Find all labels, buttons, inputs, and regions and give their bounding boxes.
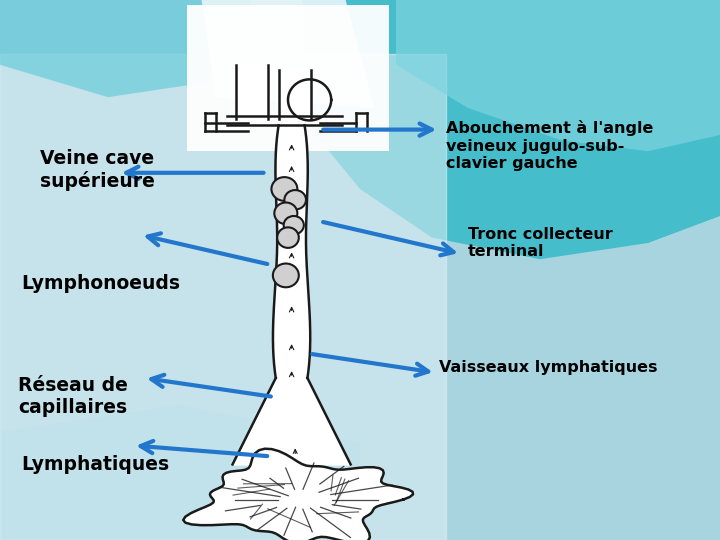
Text: Lymphatiques: Lymphatiques [22, 455, 170, 474]
Ellipse shape [284, 216, 304, 234]
Ellipse shape [271, 177, 297, 201]
Ellipse shape [277, 227, 299, 248]
Text: Lymphonoeuds: Lymphonoeuds [22, 274, 181, 293]
Text: Vaisseaux lymphatiques: Vaisseaux lymphatiques [439, 360, 657, 375]
Polygon shape [356, 113, 367, 131]
Ellipse shape [284, 190, 306, 210]
FancyBboxPatch shape [187, 5, 389, 151]
Text: Réseau de
capillaires: Réseau de capillaires [18, 376, 128, 417]
Polygon shape [202, 0, 374, 108]
Polygon shape [302, 0, 720, 259]
Polygon shape [183, 449, 413, 540]
Polygon shape [236, 65, 268, 119]
Polygon shape [396, 0, 720, 151]
Polygon shape [0, 54, 446, 540]
Text: Tronc collecteur
terminal: Tronc collecteur terminal [468, 227, 613, 259]
Polygon shape [227, 116, 342, 125]
Polygon shape [205, 113, 216, 131]
Polygon shape [320, 123, 356, 131]
Text: Veine cave
supérieure: Veine cave supérieure [40, 149, 155, 191]
Text: Abouchement à l'angle
veineux jugulo-sub-
clavier gauche: Abouchement à l'angle veineux jugulo-sub… [446, 120, 654, 171]
Ellipse shape [273, 264, 299, 287]
Polygon shape [0, 405, 360, 540]
Polygon shape [205, 123, 248, 131]
Polygon shape [279, 70, 311, 119]
Ellipse shape [274, 202, 297, 224]
Polygon shape [0, 0, 252, 97]
